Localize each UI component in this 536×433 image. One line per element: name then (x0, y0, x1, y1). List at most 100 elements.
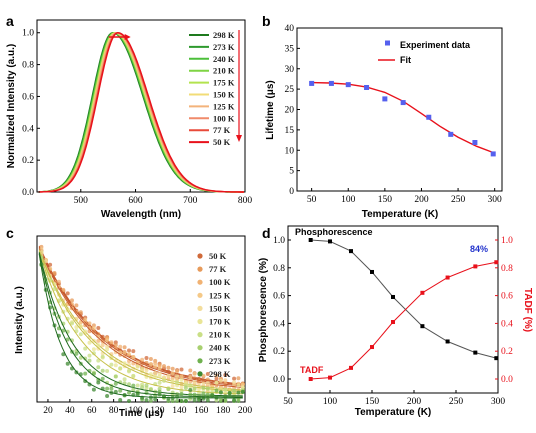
decay-point-298k (96, 380, 101, 385)
legend-label-175k: 175 K (213, 78, 235, 88)
decay-point-100k (175, 369, 180, 374)
decay-point-150k (218, 378, 223, 383)
decay-point-210k (52, 287, 57, 292)
panel-d-ytick-right-label: 0.6 (501, 292, 513, 302)
decay-point-298k (232, 398, 237, 403)
decay-point-210k (131, 373, 136, 378)
decay-point-170k (83, 329, 88, 334)
decay-point-240k (205, 386, 210, 391)
decay-point-170k (122, 361, 127, 366)
legend-marker-125k (197, 292, 203, 298)
legend-marker-240k (197, 345, 203, 351)
panel-c-frame (36, 235, 246, 403)
decay-point-77k (52, 271, 57, 275)
decay-point-298k (157, 392, 162, 397)
panel-d-ytick-left-label: 0.8 (273, 264, 285, 274)
panel-a-xtick-label: 800 (238, 196, 253, 206)
decay-point-170k (179, 377, 184, 382)
decay-point-210k (105, 369, 110, 373)
legend-label-150k: 150 K (213, 90, 235, 100)
decay-point-273k (105, 386, 110, 391)
decay-point-77k (162, 364, 166, 369)
panel-c-xtick-label: 80 (109, 406, 119, 416)
legend-label-273k: 273 K (213, 42, 235, 52)
decay-point-100k (87, 321, 92, 326)
panel-b-xtick-label: 200 (414, 195, 429, 205)
shift-arrow-head (124, 34, 131, 40)
phosphorescence-point (473, 350, 478, 355)
panel-c-xtick-label: 160 (194, 406, 209, 416)
decay-point-298k (223, 394, 228, 399)
decay-point-50k (214, 376, 219, 381)
legend-label-100k: 100 K (213, 113, 235, 123)
decay-point-170k (113, 363, 118, 368)
decay-point-210k (157, 380, 162, 385)
decay-point-50k (65, 291, 70, 296)
decay-point-240k (192, 386, 197, 391)
decay-point-298k (201, 396, 206, 401)
decay-point-125k (131, 355, 136, 360)
panel-d-ratio: 50 100 150 200 250 300 0.0 0.2 0.4 0.6 0.8 1.0 0.0 0.… (258, 225, 533, 418)
label-phosphorescence: Phosphorescence (295, 227, 373, 237)
decay-fit-273k (38, 252, 243, 398)
decay-point-240k (201, 385, 206, 390)
experiment-point (400, 100, 406, 106)
panel-b-ytick-label: 30 (285, 65, 295, 75)
decay-point-125k (122, 350, 127, 355)
legend-label-210k: 210 K (209, 330, 231, 340)
decay-point-77k (170, 366, 175, 371)
decay-point-210k (91, 351, 96, 356)
panel-b-legend: Experiment data Fit (378, 40, 471, 65)
panel-a-xtick-label: 700 (183, 196, 198, 206)
decay-fit-298k (38, 253, 243, 399)
panel-c-xtick-label: 20 (43, 406, 53, 416)
decay-point-298k (179, 399, 184, 403)
phosphorescence-point (308, 238, 313, 242)
panel-b-ytick-label: 20 (285, 106, 295, 116)
decay-point-298k (205, 398, 210, 403)
experiment-point (364, 84, 370, 90)
decay-point-240k (232, 388, 237, 393)
tadf-point (420, 290, 425, 295)
panel-d-ytick-left-label: 1.0 (273, 236, 285, 246)
panel-label-d: d (262, 225, 271, 241)
panel-b-xlabel: Temperature (K) (362, 209, 439, 220)
panel-c-xlabel: Time (μs) (119, 408, 163, 419)
decay-point-150k (201, 381, 206, 386)
panel-b-ytick-label: 10 (285, 146, 295, 156)
panel-a-ylabel: Normalized Intensity (a.u.) (6, 44, 17, 168)
decay-point-170k (157, 374, 162, 379)
decay-point-50k (205, 372, 210, 376)
decay-point-273k (83, 371, 88, 376)
legend-label-298k: 298 K (213, 30, 235, 40)
panel-d-ytick-left-label: 0.2 (273, 347, 285, 357)
phosphorescence-line (310, 239, 497, 359)
decay-point-210k (118, 366, 123, 371)
panel-label-b: b (262, 13, 271, 29)
decay-point-298k (105, 394, 110, 398)
panel-c-ticks: 20 40 60 80 100 120 140 160 180 200 (43, 399, 252, 416)
spectrum-curve-50k (38, 32, 244, 193)
panel-d-xtick-label: 150 (365, 397, 380, 407)
legend-label-100k: 100 K (209, 277, 231, 287)
experiment-point (472, 140, 478, 146)
panel-d-ytick-left-label: 0.0 (273, 375, 285, 385)
decay-point-273k (205, 392, 210, 397)
panel-a-ytick-label: 0.6 (22, 92, 34, 102)
decay-point-298k (188, 388, 193, 392)
panel-c-xtick-label: 180 (216, 406, 231, 416)
panel-b-ticks: 50 100 150 200 250 300 0 5 10 15 20 25 30 35 40 (285, 24, 503, 205)
decay-point-100k (109, 340, 114, 345)
legend-label-210k: 210 K (213, 66, 235, 76)
decay-point-298k (197, 398, 201, 402)
legend-marker-77k (197, 266, 203, 272)
legend-label-125k: 125 K (213, 101, 235, 111)
decay-point-298k (240, 390, 245, 394)
decay-point-210k (162, 378, 166, 383)
panel-d-ytick-right-label: 0.0 (501, 375, 513, 385)
panel-c-xtick-label: 100 (128, 406, 143, 416)
panel-a-ytick-label: 0.4 (22, 124, 34, 134)
decay-point-240k (113, 374, 118, 379)
decay-point-273k (175, 399, 180, 403)
panel-d-ytick-right-label: 0.4 (501, 319, 513, 329)
